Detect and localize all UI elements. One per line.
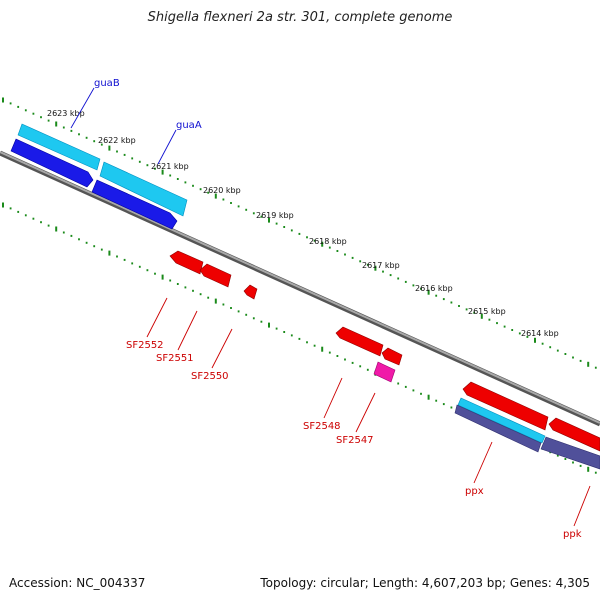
forward-features	[10, 123, 188, 230]
gene-label-SF2552[interactable]: SF2552	[126, 340, 164, 351]
gene-label-ppk[interactable]: ppk	[563, 529, 582, 540]
genome-backbone-highlight	[0, 151, 600, 424]
feature-SF2547[interactable]	[381, 347, 403, 366]
feature-SF2550[interactable]	[243, 284, 258, 300]
leader-SF2550	[211, 328, 233, 369]
leader-SF2548	[323, 377, 343, 419]
kbp-label: 2616 kbp	[415, 284, 453, 293]
kbp-label: 2617 kbp	[362, 261, 400, 270]
feature-ppk[interactable]	[548, 417, 600, 452]
leader-guaB	[70, 87, 95, 129]
feature-guaB-cds[interactable]	[17, 123, 101, 171]
accession-text: Accession: NC_004337	[9, 576, 146, 590]
kbp-label: 2622 kbp	[98, 136, 136, 145]
feature-SF2551[interactable]	[199, 263, 232, 288]
gene-label-SF2550[interactable]: SF2550	[191, 371, 229, 382]
gene-labels: guaB guaA SF2552 SF2551 SF2550 SF2548 SF…	[94, 78, 582, 540]
gene-label-ppx[interactable]: ppx	[465, 486, 484, 497]
feature-SF2547-misc[interactable]	[373, 361, 396, 383]
kbp-labels: 2623 kbp 2622 kbp 2621 kbp 2620 kbp 2619…	[47, 109, 559, 338]
gene-label-SF2551[interactable]: SF2551	[156, 353, 194, 364]
tick-row-forward	[2, 97, 597, 369]
leader-SF2551	[177, 310, 198, 351]
feature-ppk-cds-purple[interactable]	[540, 436, 600, 470]
feature-SF2552[interactable]	[169, 250, 204, 275]
kbp-label: 2618 kbp	[309, 237, 347, 246]
gene-label-SF2547[interactable]: SF2547	[336, 435, 374, 446]
gene-label-guaB[interactable]: guaB	[94, 78, 120, 89]
feature-guaA-cds[interactable]	[99, 161, 188, 217]
gene-label-guaA[interactable]: guaA	[176, 120, 202, 131]
kbp-label: 2615 kbp	[468, 307, 506, 316]
feature-ppx-cds[interactable]	[457, 397, 546, 444]
feature-guaB-gene[interactable]	[10, 138, 94, 188]
feature-SF2548[interactable]	[335, 326, 384, 357]
kbp-label: 2614 kbp	[521, 329, 559, 338]
feature-ppx-cds-purple[interactable]	[454, 404, 542, 453]
gene-label-SF2548[interactable]: SF2548	[303, 421, 341, 432]
map-title: Shigella flexneri 2a str. 301, complete …	[147, 10, 453, 25]
genome-summary-text: Topology: circular; Length: 4,607,203 bp…	[260, 576, 590, 590]
leader-SF2552	[146, 297, 168, 338]
reverse-features	[169, 250, 600, 470]
leader-ppk	[573, 485, 591, 527]
leader-guaA	[157, 129, 177, 165]
leader-lines	[70, 87, 591, 527]
feature-ppx[interactable]	[462, 381, 549, 431]
kbp-label: 2621 kbp	[151, 162, 189, 171]
kbp-label: 2620 kbp	[203, 186, 241, 195]
leader-SF2547	[355, 392, 376, 433]
leader-ppx	[473, 441, 493, 484]
kbp-label: 2623 kbp	[47, 109, 85, 118]
kbp-label: 2619 kbp	[256, 211, 294, 220]
feature-guaA-gene[interactable]	[91, 179, 178, 230]
